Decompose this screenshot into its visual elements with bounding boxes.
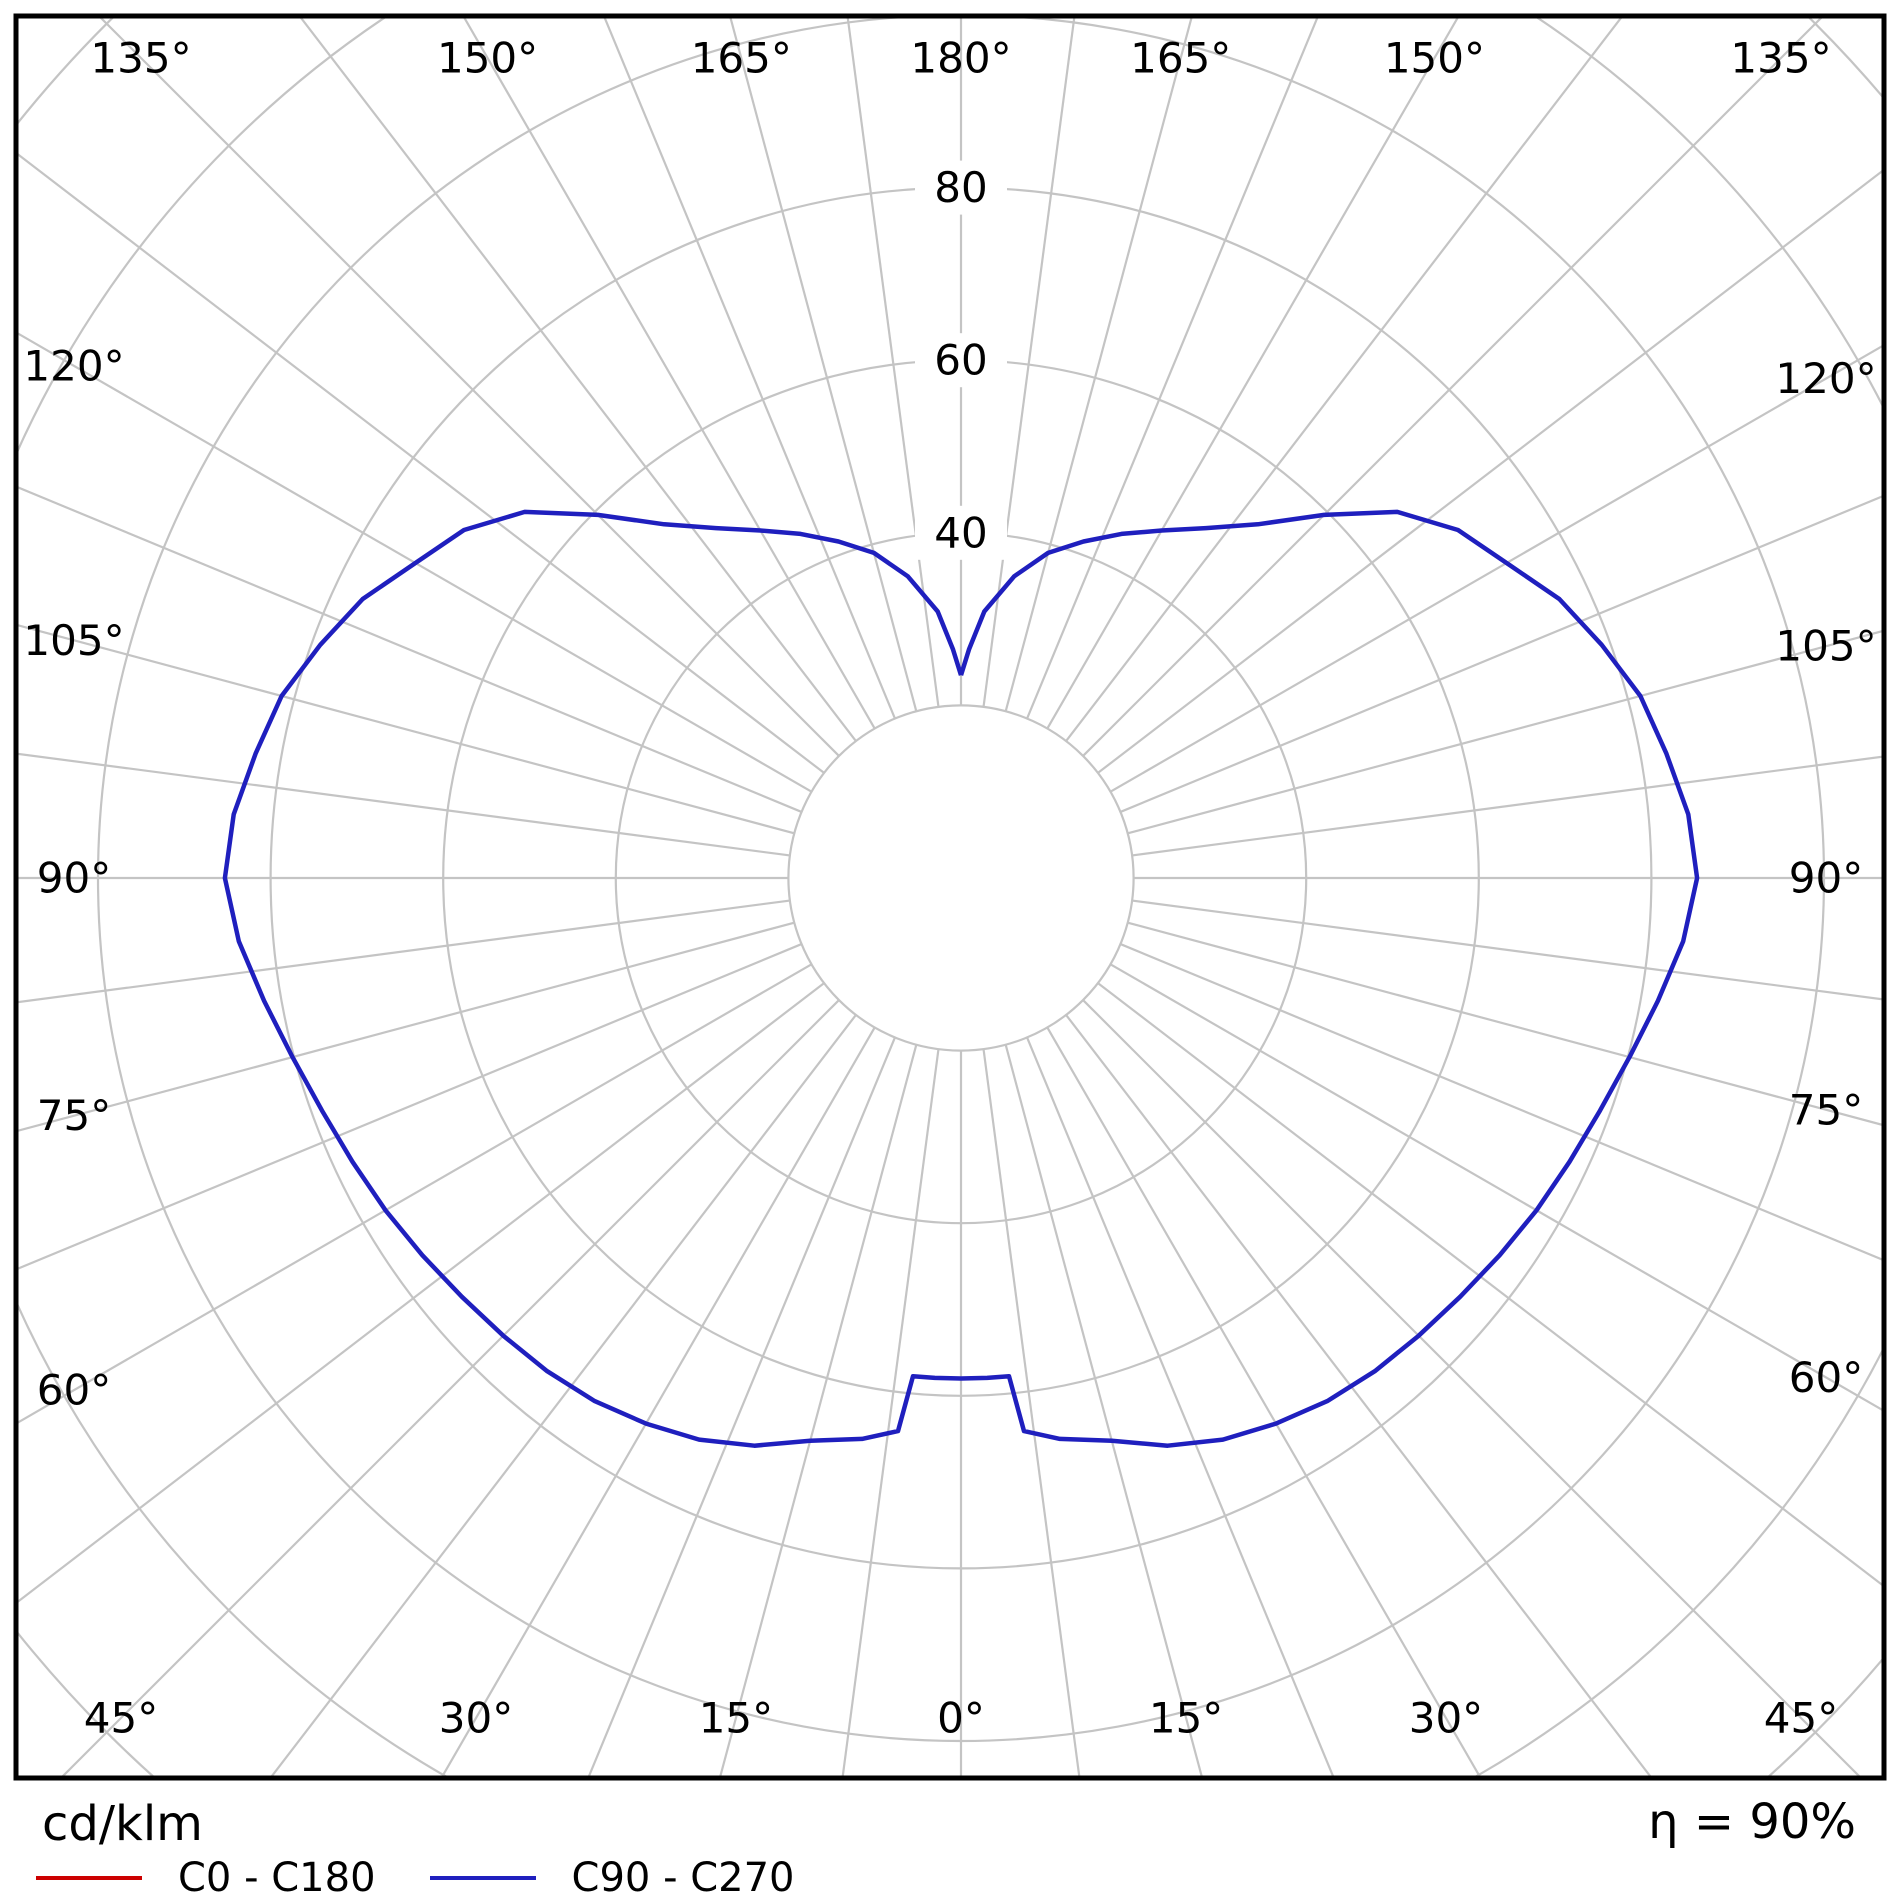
grid-spoke	[59, 999, 840, 1778]
grid-spoke	[1120, 943, 1884, 1262]
legend: C0 - C180 C90 - C270	[36, 1855, 849, 1900]
angle-label: 30°	[1409, 1694, 1483, 1743]
grid-spoke	[602, 16, 896, 719]
angle-label: 150°	[1384, 34, 1485, 83]
grid-spoke	[1004, 16, 1194, 712]
grid-spoke	[841, 1048, 940, 1778]
angle-label: 60°	[1789, 1353, 1863, 1402]
angle-label: 45°	[84, 1694, 158, 1743]
grid-spoke	[1004, 1044, 1204, 1778]
angle-label: 105°	[23, 616, 124, 665]
grid-spoke	[440, 1026, 876, 1778]
grid-spoke	[16, 921, 795, 1133]
grid-spoke	[1127, 629, 1884, 835]
grid-spoke	[1127, 921, 1884, 1127]
efficiency-label: η = 90%	[1648, 1794, 1856, 1850]
grid-spoke	[1109, 343, 1884, 793]
ring-label: 40	[934, 508, 987, 557]
grid-spoke	[846, 16, 940, 708]
legend-label: C0 - C180	[178, 1855, 376, 1900]
grid-spoke	[16, 331, 813, 793]
grid-spoke	[1046, 16, 1460, 730]
chart-frame	[13, 13, 1887, 1781]
unit-label: cd/klm	[42, 1796, 203, 1852]
angle-label: 0°	[937, 1694, 985, 1743]
grid-spoke	[728, 16, 918, 712]
grid-spoke	[1097, 982, 1884, 1588]
angle-label: 75°	[37, 1091, 111, 1140]
grid-spoke	[462, 16, 876, 730]
grid-spoke	[16, 899, 791, 1004]
ring-label-backing	[915, 160, 1007, 215]
grid-spoke	[1065, 1014, 1653, 1778]
grid-spoke	[1046, 1026, 1482, 1778]
legend-swatch	[429, 1876, 536, 1880]
angle-label: 120°	[1775, 354, 1876, 403]
curve-C90-C270	[222, 509, 1700, 1448]
angle-labels: 0° 15° 15° 30° 30° 45° 45° 60° 60° 75° 75° 90° 90° 10…	[23, 34, 1876, 1743]
grid-spoke	[982, 1048, 1081, 1778]
angle-label: 120°	[23, 341, 124, 390]
grid-spoke	[16, 943, 802, 1271]
ring-label-backing	[915, 333, 1007, 388]
angle-label: 45°	[1764, 1694, 1838, 1743]
angle-label: 165°	[691, 34, 792, 83]
grid-spoke	[1131, 755, 1884, 857]
grid-spoke	[97, 16, 840, 757]
grid-spoke	[269, 1014, 857, 1778]
legend-item: C0 - C180	[36, 1855, 376, 1900]
grid-ring	[787, 704, 1135, 1052]
grid-spoke	[1097, 168, 1884, 774]
angle-label: 15°	[1149, 1694, 1223, 1743]
grid-spoke	[1026, 1037, 1335, 1778]
angle-label: 165°	[1130, 34, 1231, 83]
ring-label-backing	[915, 505, 1007, 560]
angle-label: 75°	[1789, 1085, 1863, 1134]
grid-spoke	[1109, 963, 1884, 1413]
grid-spoke	[587, 1037, 896, 1778]
angle-label: 90°	[1789, 854, 1863, 903]
grid-spoke	[16, 963, 813, 1425]
angle-label: 150°	[437, 34, 538, 83]
angle-label: 105°	[1775, 622, 1876, 671]
legend-item: C90 - C270	[429, 1855, 795, 1900]
legend-label: C90 - C270	[571, 1855, 795, 1900]
grid-spoke	[1026, 16, 1320, 719]
grid-spoke	[1082, 999, 1863, 1778]
angle-label: 15°	[699, 1694, 773, 1743]
grid-spoke	[16, 485, 802, 813]
angle-label: 180°	[910, 34, 1011, 83]
grid-spoke	[1082, 16, 1825, 757]
grid-spoke	[16, 752, 791, 857]
grid-spoke	[1120, 494, 1884, 813]
ring-label: 80	[934, 163, 987, 212]
grid-spoke	[1131, 899, 1884, 1001]
grid-spoke	[298, 16, 857, 742]
angle-label: 90°	[37, 854, 111, 903]
ring-tick-labels: 40 60 80	[915, 160, 1007, 560]
angle-label: 135°	[90, 34, 191, 83]
ring-label: 60	[934, 336, 987, 385]
grid-spoke	[718, 1044, 918, 1778]
angle-label: 135°	[1730, 34, 1831, 83]
grid-spoke	[1065, 16, 1624, 742]
grid-spoke	[16, 623, 795, 835]
angle-label: 60°	[37, 1366, 111, 1415]
grid-spoke	[16, 151, 825, 774]
legend-swatch	[36, 1876, 142, 1880]
angle-label: 30°	[439, 1694, 513, 1743]
grid-spoke	[16, 982, 825, 1605]
grid-spoke	[982, 16, 1076, 708]
